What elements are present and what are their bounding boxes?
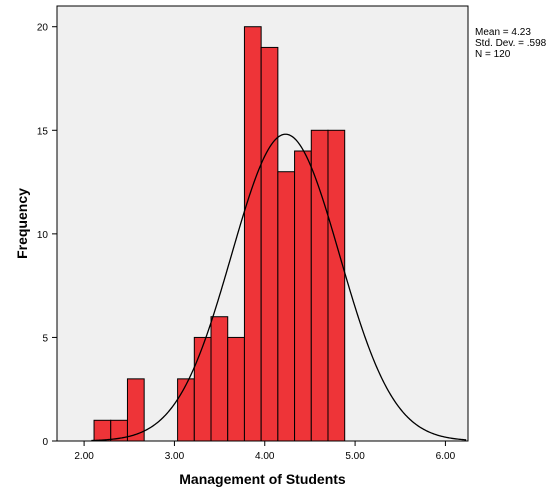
y-tick-label: 5	[42, 333, 48, 344]
histogram-bar	[294, 150, 312, 442]
stat-mean: Mean = 4.23	[475, 27, 531, 38]
y-tick-label: 20	[37, 23, 49, 34]
histogram-bar	[243, 26, 262, 442]
y-axis-title: Frequency	[14, 188, 30, 259]
x-tick-label: 5.00	[345, 451, 365, 462]
stats-box: Mean = 4.23 Std. Dev. = .598 N = 120	[475, 27, 547, 60]
histogram-bar	[327, 129, 346, 442]
stat-n: N = 120	[475, 49, 511, 60]
histogram-bar	[260, 46, 279, 442]
normal-curve	[91, 133, 467, 442]
histogram-bar	[177, 378, 195, 442]
y-tick-label: 0	[42, 437, 48, 448]
y-tick-label: 15	[37, 126, 49, 137]
x-tick-label: 3.00	[165, 451, 185, 462]
histogram-bar	[93, 419, 112, 442]
histogram-bar	[193, 336, 212, 442]
stat-std-dev: Std. Dev. = .598	[475, 38, 547, 49]
x-tick-label: 6.00	[436, 451, 456, 462]
histogram-bar	[227, 336, 245, 442]
x-tick-label: 4.00	[255, 451, 275, 462]
histogram-bar	[277, 171, 296, 442]
x-axis-title: Management of Students	[179, 471, 346, 487]
bars-group	[93, 26, 346, 442]
x-tick-label: 2.00	[74, 451, 94, 462]
histogram-bar	[310, 129, 329, 442]
axes-group: 2.00 3.00 4.00 5.00 6.00 0 5 10 15 20	[37, 23, 456, 462]
histogram-bar	[210, 316, 229, 442]
y-tick-label: 10	[37, 230, 49, 241]
histogram-bar	[126, 378, 145, 442]
